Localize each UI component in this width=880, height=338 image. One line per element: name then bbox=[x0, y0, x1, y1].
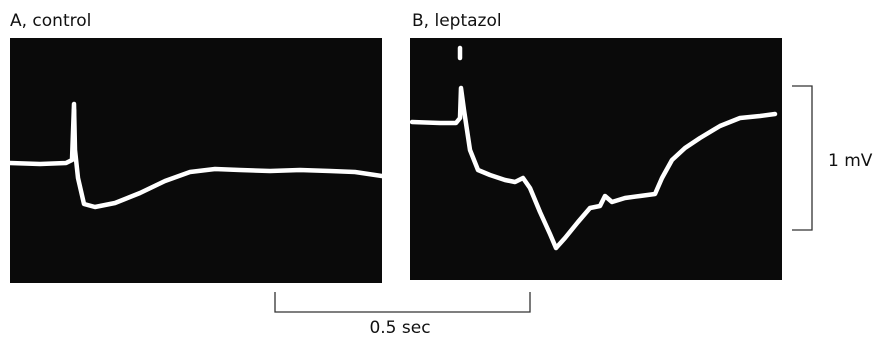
time-scale-bar bbox=[275, 292, 530, 312]
oscilloscope-panel bbox=[410, 38, 782, 280]
oscilloscope-panel bbox=[10, 38, 382, 283]
panel-label: A, control bbox=[10, 11, 91, 31]
figure: A, control B, leptazol 1 mV 0.5 sec bbox=[0, 0, 880, 338]
page: A, control B, leptazol 1 mV 0.5 sec (() … bbox=[0, 0, 880, 338]
time-scale-label: 0.5 sec bbox=[369, 318, 430, 338]
voltage-scale-bar bbox=[792, 86, 812, 230]
voltage-scale-label: 1 mV bbox=[828, 151, 873, 171]
panel-label: B, leptazol bbox=[412, 11, 502, 31]
